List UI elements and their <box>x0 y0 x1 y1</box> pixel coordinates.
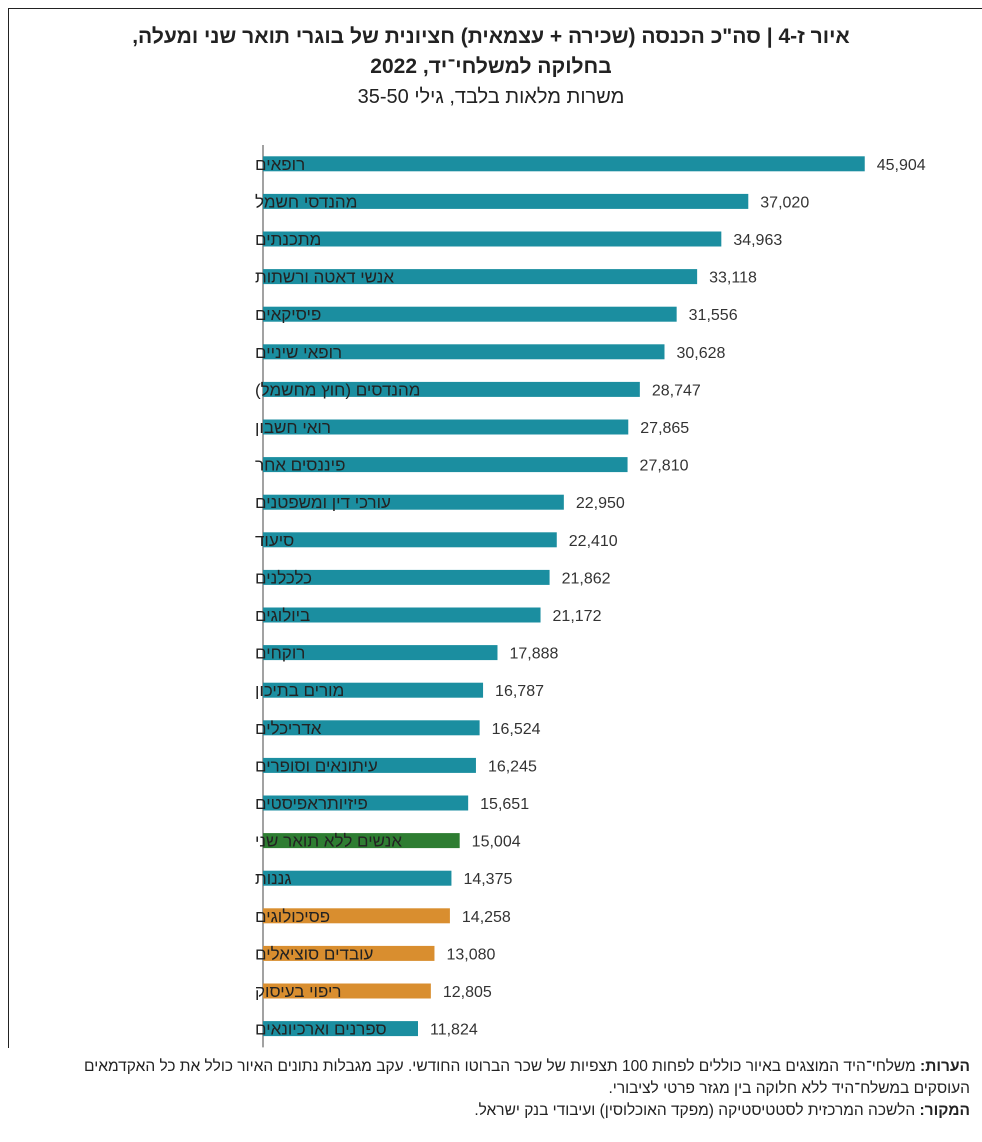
category-label: עיתונאים וסופרים <box>255 756 378 775</box>
notes-block: הערות: משלחי־היד המוצגים באיור כוללים לפ… <box>40 1056 970 1122</box>
data-label: 28,747 <box>652 382 701 399</box>
data-label: 14,258 <box>462 909 511 926</box>
bar <box>263 231 722 247</box>
category-label: ריפוי בעיסוק <box>255 982 341 1001</box>
category-label: מהנדסים (חוץ מחשמל) <box>255 380 420 399</box>
bar <box>263 908 450 924</box>
bar <box>263 1021 418 1037</box>
category-label: אנשי דאטה ורשתות <box>255 268 394 287</box>
bar <box>263 457 628 473</box>
bar <box>263 344 665 360</box>
data-label: 17,888 <box>509 646 558 663</box>
data-label: 13,080 <box>446 946 495 963</box>
data-label: 37,020 <box>760 194 809 211</box>
bar <box>263 833 460 849</box>
data-label: 16,787 <box>495 683 544 700</box>
category-label: כלכלנים <box>255 568 312 587</box>
data-label: 22,950 <box>576 495 625 512</box>
data-label: 15,651 <box>480 796 529 813</box>
data-label: 14,375 <box>463 871 512 888</box>
data-label: 31,556 <box>689 307 738 324</box>
notes-text: משלחי־היד המוצגים באיור כוללים לפחות 100… <box>84 1058 970 1097</box>
category-label: רופאי שיניים <box>255 343 342 362</box>
notes-paragraph: הערות: משלחי־היד המוצגים באיור כוללים לפ… <box>40 1056 970 1100</box>
category-label: פיזיותראפיסטים <box>255 794 368 813</box>
source-text: הלשכה המרכזית לסטטיסטיקה (מפקד האוכלוסין… <box>474 1102 916 1119</box>
bar <box>263 945 435 961</box>
bar <box>263 156 865 172</box>
bar <box>263 720 480 736</box>
data-label: 15,004 <box>472 834 521 851</box>
category-label: עובדים סוציאלים <box>255 944 374 963</box>
bar <box>263 870 452 886</box>
data-label: 16,245 <box>488 758 537 775</box>
bar <box>263 983 431 999</box>
category-label: אנשים ללא תואר שני <box>255 832 402 851</box>
category-label: אדריכלים <box>255 719 322 738</box>
data-label: 33,118 <box>709 270 757 287</box>
bar <box>263 193 749 209</box>
data-label: 16,524 <box>492 721 541 738</box>
data-label: 45,904 <box>877 157 926 174</box>
bar-chart: רופאים 45,904 מהנדסי חשמל 37,020 מתכנתים 34,9… <box>255 145 926 1048</box>
bar <box>263 306 677 322</box>
bar <box>263 494 564 510</box>
category-label: מתכנתים <box>255 230 321 249</box>
data-label: 27,865 <box>640 420 689 437</box>
category-label: עורכי דין ומשפטנים <box>255 493 391 512</box>
category-label: פיסיקאים <box>255 305 321 324</box>
category-label: רופאים <box>255 155 305 174</box>
category-label: ביולוגים <box>255 606 310 625</box>
category-label: רוקחים <box>255 644 305 663</box>
data-label: 21,862 <box>562 570 611 587</box>
bar <box>263 682 484 698</box>
data-label: 22,410 <box>569 533 618 550</box>
bar <box>263 607 541 623</box>
category-label: סיעוד <box>255 531 294 550</box>
bar <box>263 645 498 661</box>
bar <box>263 532 557 548</box>
data-label: 12,805 <box>443 984 492 1001</box>
category-label: פסיכולוגים <box>255 907 330 926</box>
bar <box>263 269 698 285</box>
chart-frame <box>8 8 982 1048</box>
source-paragraph: המקור: הלשכה המרכזית לסטטיסטיקה (מפקד הא… <box>40 1100 970 1122</box>
bar <box>263 795 469 811</box>
bar <box>263 757 476 773</box>
notes-label: הערות: <box>920 1058 970 1075</box>
source-label: המקור: <box>919 1102 970 1119</box>
chart-subtitle: משרות מלאות בלבד, גילי 35-50 <box>357 86 625 108</box>
data-label: 11,824 <box>430 1022 478 1039</box>
data-label: 27,810 <box>640 458 689 475</box>
bar <box>263 419 629 435</box>
bar <box>263 569 550 585</box>
chart-title-line-2: בחלוקה למשלחי־יד, 2022 <box>370 55 612 78</box>
bar <box>263 381 640 397</box>
category-label: ספרנים וארכיונאים <box>255 1020 387 1039</box>
category-label: גננות <box>255 869 292 888</box>
category-label: מורים בתיכון <box>255 681 344 700</box>
data-label: 30,628 <box>676 345 725 362</box>
chart-title-line-1: איור ז-4 | סה"כ הכנסה (שכירה + עצמאית) ח… <box>132 25 850 48</box>
title-block: איור ז-4 | סה"כ הכנסה (שכירה + עצמאית) ח… <box>0 22 982 112</box>
data-label: 34,963 <box>733 232 782 249</box>
category-label: פיננסים אחר <box>255 456 345 475</box>
category-label: מהנדסי חשמל <box>255 192 357 211</box>
data-label: 21,172 <box>553 608 602 625</box>
category-label: רואי חשבון <box>255 418 331 437</box>
